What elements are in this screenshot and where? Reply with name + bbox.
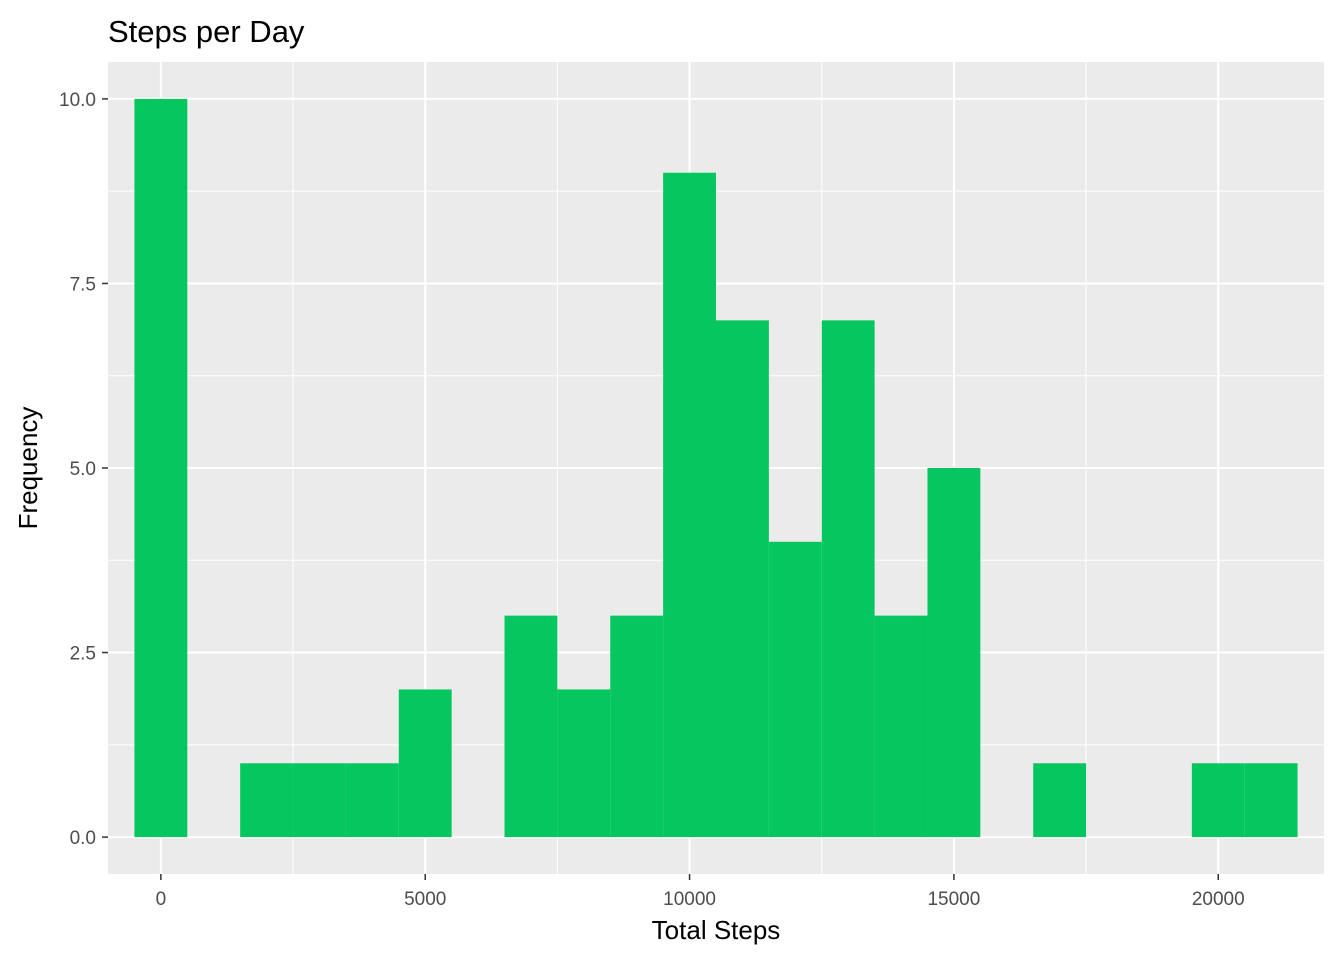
y-axis-title: Frequency <box>13 407 43 530</box>
x-axis: 0 5000 10000 15000 20000 <box>156 874 1245 910</box>
histogram-bar <box>398 689 452 838</box>
histogram-bar <box>610 615 664 838</box>
x-tick-label: 5000 <box>404 889 446 910</box>
x-tick-label: 20000 <box>1192 889 1245 910</box>
histogram-bar <box>557 689 611 838</box>
histogram-bar <box>716 320 769 838</box>
histogram-bar <box>927 468 981 838</box>
histogram-bar <box>1244 763 1298 838</box>
y-axis: 0.0 2.5 5.0 7.5 10.0 <box>59 90 108 849</box>
histogram-bar <box>874 615 928 838</box>
histogram-bar <box>768 541 822 838</box>
histogram-bar <box>504 615 558 838</box>
y-tick-label: 5.0 <box>70 459 96 480</box>
histogram-bar <box>240 763 294 838</box>
histogram-bar <box>134 98 188 838</box>
y-tick-label: 10.0 <box>59 90 96 111</box>
x-tick-label: 0 <box>156 889 167 910</box>
x-tick-label: 10000 <box>663 889 716 910</box>
x-tick-label: 15000 <box>927 889 980 910</box>
histogram-bar <box>821 320 875 838</box>
y-tick-label: 0.0 <box>70 828 96 849</box>
chart-title: Steps per Day <box>108 14 305 49</box>
histogram-bar <box>293 763 346 838</box>
y-tick-label: 2.5 <box>70 644 96 665</box>
histogram-bar <box>345 763 399 838</box>
bars <box>134 98 1298 838</box>
histogram-bar <box>1191 763 1245 838</box>
y-tick-label: 7.5 <box>70 274 96 295</box>
x-axis-title: Total Steps <box>652 915 781 945</box>
histogram-bar <box>663 172 716 838</box>
histogram-bar <box>1033 763 1087 838</box>
